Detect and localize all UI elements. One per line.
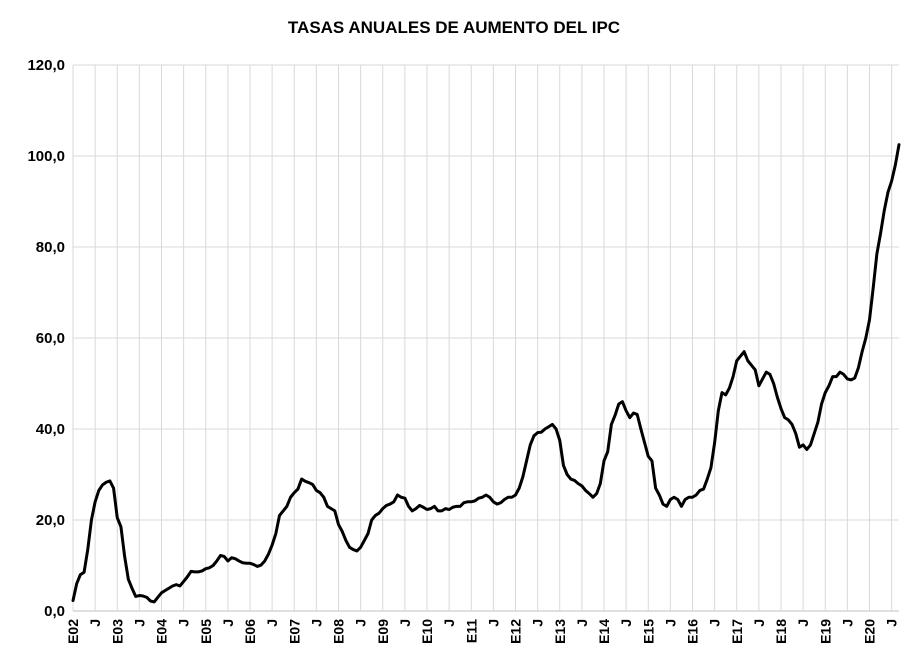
- x-tick-label: E14: [596, 619, 612, 644]
- y-tick-label: 100,0: [27, 148, 65, 165]
- x-tick-label: J: [839, 619, 855, 627]
- x-tick-label: E19: [817, 619, 833, 644]
- vertical-gridlines: [72, 65, 893, 611]
- x-tick-label: J: [176, 619, 192, 627]
- x-tick-label: E18: [773, 619, 789, 644]
- x-tick-label: E16: [685, 619, 701, 644]
- x-tick-label: J: [397, 619, 413, 627]
- x-tick-label: E15: [640, 619, 656, 644]
- x-tick-label: J: [485, 619, 501, 627]
- x-tick-label: E13: [552, 619, 568, 644]
- x-tick-label: E05: [198, 619, 214, 644]
- x-tick-label: J: [264, 619, 280, 627]
- x-tick-label: E03: [109, 619, 125, 644]
- x-tick-label: E06: [242, 619, 258, 644]
- y-tick-label: 80,0: [36, 239, 65, 256]
- x-tick-label: J: [574, 619, 590, 627]
- x-tick-label: J: [707, 619, 723, 627]
- horizontal-gridlines: [73, 64, 899, 612]
- x-tick-label: J: [795, 619, 811, 627]
- x-tick-label: E21: [906, 619, 909, 644]
- x-tick-label: E20: [862, 619, 878, 644]
- x-tick-label: E08: [331, 619, 347, 644]
- x-tick-label: E17: [729, 619, 745, 644]
- x-tick-label: J: [662, 619, 678, 627]
- x-tick-label: E09: [375, 619, 391, 644]
- series-line: [71, 143, 901, 604]
- x-tick-label: E02: [65, 619, 81, 644]
- x-tick-label: J: [308, 619, 324, 627]
- y-axis: 0,0 20,0 40,0 60,0 80,0 100,0 120,0: [27, 57, 65, 620]
- x-tick-label: E10: [419, 619, 435, 644]
- chart-title: TASAS ANUALES DE AUMENTO DEL IPC: [288, 18, 620, 37]
- x-axis: E02 J E03 J E04 J E05 J E06 J E07 J E08 J E09 J E10 J E11 J…: [65, 619, 909, 644]
- x-tick-label: J: [353, 619, 369, 627]
- y-tick-label: 120,0: [27, 57, 65, 74]
- x-tick-label: J: [530, 619, 546, 627]
- x-tick-label: E11: [463, 619, 479, 643]
- x-tick-label: J: [618, 619, 634, 627]
- x-tick-label: J: [220, 619, 236, 627]
- x-tick-label: J: [441, 619, 457, 627]
- x-tick-label: E12: [508, 619, 524, 644]
- x-tick-label: J: [131, 619, 147, 627]
- y-tick-label: 0,0: [44, 603, 65, 620]
- y-tick-label: 20,0: [36, 512, 65, 529]
- x-tick-label: J: [87, 619, 103, 627]
- x-tick-label: E04: [154, 619, 170, 644]
- x-tick-label: J: [751, 619, 767, 627]
- x-tick-label: J: [884, 619, 900, 627]
- y-tick-label: 40,0: [36, 421, 65, 438]
- y-tick-label: 60,0: [36, 330, 65, 347]
- x-tick-label: E07: [286, 619, 302, 644]
